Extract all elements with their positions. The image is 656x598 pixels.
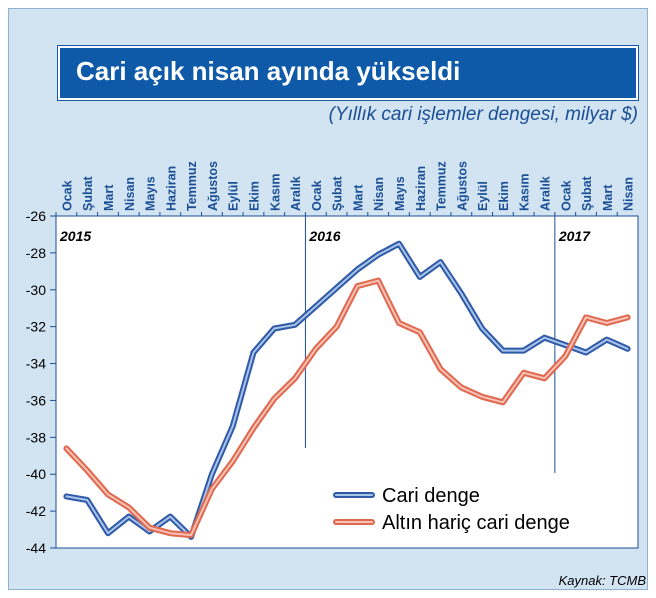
x-tick-label: Mart (351, 184, 365, 211)
x-tick-label: Ocak (60, 180, 74, 211)
series-line-inner (65, 242, 629, 538)
x-tick-label: Nisan (372, 177, 386, 211)
source-label: Kaynak: TCMB (558, 573, 646, 588)
x-tick-label: Temmuz (185, 161, 199, 211)
y-tick-label: -44 (26, 540, 46, 556)
x-axis-months: Ocak Şubat Mart Nisan Mayıs Haziran Temmuz Ağus… (55, 161, 636, 216)
x-tick-label: Ekim (247, 181, 261, 211)
y-tick-label: -42 (26, 503, 46, 519)
x-tick-label: Nisan (123, 177, 137, 211)
y-tick-label: -32 (26, 319, 46, 335)
x-tick-label: Eylül (227, 181, 241, 211)
x-tick-label: Şubat (331, 175, 345, 211)
y-tick-label: -40 (26, 466, 46, 482)
y-tick-label: -26 (26, 208, 46, 224)
y-tick-label: -36 (26, 392, 46, 408)
y-tick-label: -30 (26, 282, 46, 298)
x-tick-label: Mart (601, 184, 615, 211)
legend-label: Cari denge (382, 485, 480, 507)
x-tick-label: Eylül (476, 181, 490, 211)
x-tick-label: Mayıs (144, 176, 158, 211)
y-axis-ticks: -26 -28 -30 -32 -34 -36 -38 -40 -42 -44 (26, 208, 56, 556)
year-label: 2015 (59, 228, 91, 244)
x-tick-label: Aralık (538, 176, 552, 211)
legend-label: Altın hariç cari denge (382, 512, 570, 534)
year-label: 2016 (308, 228, 340, 244)
title-banner: Cari açık nisan ayında yükseldi (58, 46, 638, 100)
x-tick-label: Şubat (580, 175, 594, 211)
x-tick-label: Temmuz (435, 161, 449, 211)
chart-title: Cari açık nisan ayında yükseldi (76, 56, 461, 86)
x-tick-label: Şubat (81, 175, 95, 211)
x-tick-label: Kasım (268, 173, 282, 211)
x-tick-label: Ağustos (455, 161, 469, 211)
chart-subtitle: (Yıllık cari işlemler dengesi, milyar $) (328, 104, 638, 125)
series-line-inner (65, 279, 629, 537)
x-tick-label: Ekim (497, 181, 511, 211)
x-tick-label: Aralık (289, 176, 303, 211)
legend: Cari denge Altın hariç cari denge (333, 485, 570, 534)
x-tick-label: Ağustos (206, 161, 220, 211)
plot-area (55, 215, 639, 549)
x-tick-label: Kasım (518, 173, 532, 211)
year-label: 2017 (558, 228, 591, 244)
x-tick-label: Mart (102, 184, 116, 211)
series-altin-haric (63, 277, 631, 539)
series-cari-denge (63, 240, 631, 540)
year-labels: 2015 2016 2017 (59, 228, 591, 244)
y-tick-label: -28 (26, 245, 46, 261)
y-tick-label: -34 (26, 356, 46, 372)
x-tick-label: Mayıs (393, 176, 407, 211)
x-tick-label: Nisan (622, 177, 636, 211)
x-tick-label: Haziran (414, 166, 428, 211)
series-lines (63, 240, 631, 540)
chart-axes (55, 215, 639, 549)
x-tick-label: Ocak (559, 180, 573, 211)
x-tick-label: Ocak (310, 180, 324, 211)
y-tick-label: -38 (26, 429, 46, 445)
x-tick-label: Haziran (164, 166, 178, 211)
